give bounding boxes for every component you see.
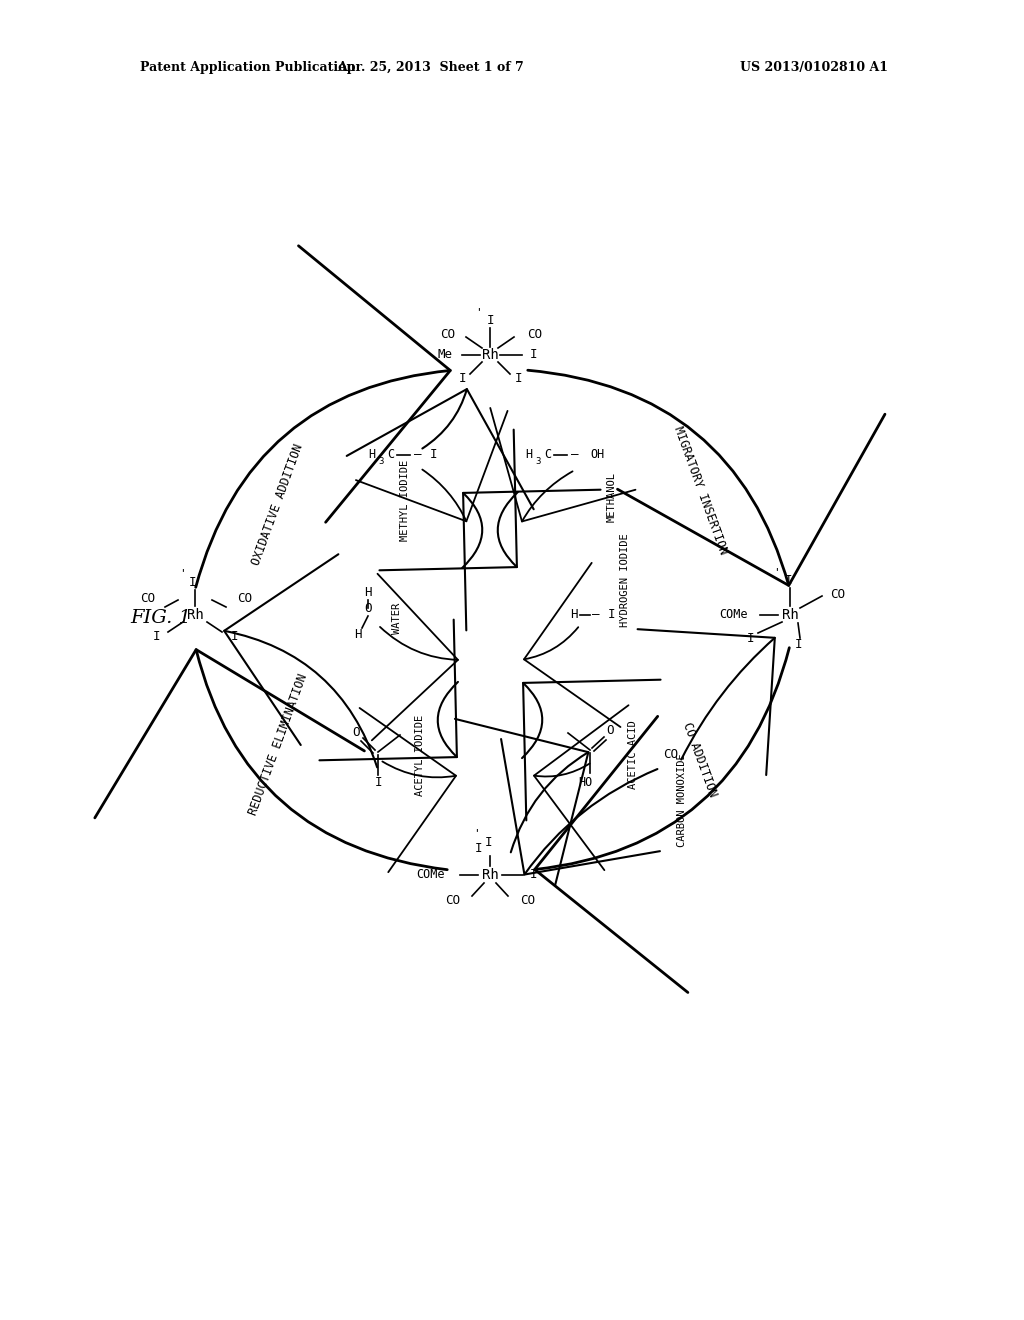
Text: REDUCTIVE ELIMINATION: REDUCTIVE ELIMINATION [247,672,309,817]
Text: CO: CO [440,329,455,342]
Text: ': ' [773,568,780,577]
Text: H: H [570,609,578,622]
Text: WATER: WATER [392,602,402,634]
Text: I: I [189,576,197,589]
Text: O: O [365,602,372,615]
Text: I: I [530,869,538,882]
Text: ACETYL IODIDE: ACETYL IODIDE [415,714,425,796]
Text: C: C [545,449,552,462]
Text: I: I [374,776,382,788]
Text: H: H [525,449,532,462]
Text: —: — [592,609,600,622]
Text: CO: CO [140,591,155,605]
Text: US 2013/0102810 A1: US 2013/0102810 A1 [740,62,888,74]
Text: Rh: Rh [481,348,499,362]
Text: I: I [430,449,437,462]
Text: C: C [387,449,394,462]
Text: Me: Me [437,348,452,362]
Text: ACETIC ACID: ACETIC ACID [628,721,638,789]
Text: OXIDATIVE ADDITION: OXIDATIVE ADDITION [250,442,306,568]
Text: COMe: COMe [417,869,445,882]
Text: OH: OH [590,449,604,462]
Text: O: O [606,723,613,737]
Text: I: I [231,631,239,644]
Text: —: — [415,449,422,462]
Text: I: I [486,314,494,326]
Text: I: I [484,837,492,850]
Text: I: I [746,631,754,644]
Text: CO: CO [445,894,460,907]
Text: O: O [352,726,359,738]
Text: MIGRATORY INSERTION: MIGRATORY INSERTION [671,424,729,556]
Text: I: I [795,639,803,652]
Text: I: I [608,609,615,622]
Text: CO: CO [520,894,535,907]
Text: I: I [154,631,161,644]
Text: Apr. 25, 2013  Sheet 1 of 7: Apr. 25, 2013 Sheet 1 of 7 [337,62,523,74]
Text: I: I [784,573,792,586]
Text: H: H [368,449,375,462]
Text: I: I [474,842,481,854]
Text: Rh: Rh [781,609,799,622]
Text: CO: CO [237,591,252,605]
Text: Rh: Rh [481,869,499,882]
Text: I: I [530,348,538,362]
Text: ': ' [475,308,481,317]
Text: H: H [354,628,361,642]
Text: Patent Application Publication: Patent Application Publication [140,62,355,74]
Text: CARBON MONOXIDE: CARBON MONOXIDE [677,754,687,847]
Text: HYDROGEN IODIDE: HYDROGEN IODIDE [620,533,630,627]
Text: CO: CO [663,748,678,762]
Text: FIG. 1: FIG. 1 [130,609,191,627]
Text: ': ' [474,828,480,838]
Text: METHANOL: METHANOL [607,473,617,521]
Text: CO ADDITION: CO ADDITION [681,721,720,799]
Text: HO: HO [578,776,592,788]
Text: CO: CO [830,589,845,602]
Text: Rh: Rh [186,609,204,622]
Text: CO: CO [527,329,542,342]
Text: I: I [459,371,466,384]
Text: ': ' [178,568,185,578]
Text: —: — [571,449,579,462]
Text: 3: 3 [378,458,384,466]
Text: METHYL IODIDE: METHYL IODIDE [400,459,410,541]
Text: I: I [514,371,522,384]
Text: H: H [365,586,372,599]
Text: COMe: COMe [720,609,748,622]
Text: 3: 3 [536,458,541,466]
